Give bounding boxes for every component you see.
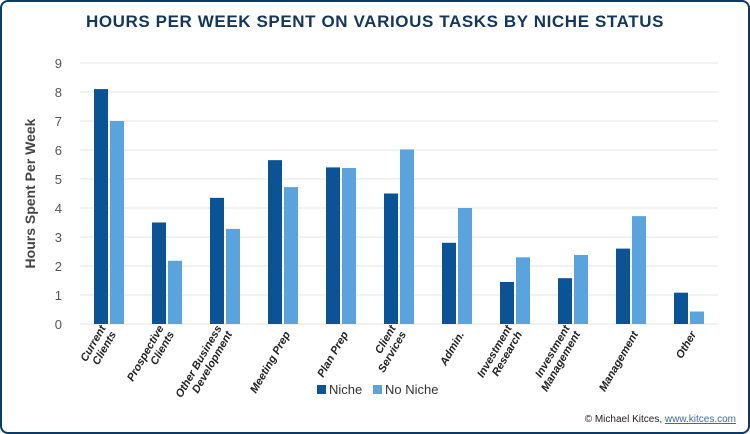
bar-no-niche bbox=[342, 167, 356, 324]
bar-no-niche bbox=[284, 187, 298, 324]
y-tick-label: 1 bbox=[55, 288, 62, 303]
legend-label-niche: Niche bbox=[329, 382, 362, 397]
x-tick-label: Other BusinessDevelopment bbox=[174, 322, 236, 406]
y-tick-label: 6 bbox=[55, 143, 62, 158]
bar-no-niche bbox=[110, 121, 124, 324]
y-tick-label: 2 bbox=[55, 259, 62, 274]
bar-niche bbox=[268, 160, 282, 324]
bar-niche bbox=[94, 89, 108, 324]
bar-niche bbox=[152, 222, 166, 324]
legend-swatch-niche bbox=[317, 385, 326, 394]
credit-line: © Michael Kitces, www.kitces.com bbox=[585, 414, 736, 425]
x-tick-label: Other bbox=[674, 329, 699, 361]
bar-niche bbox=[500, 281, 514, 324]
bar-no-niche bbox=[400, 149, 414, 324]
x-tick-label: InvestmentManagement bbox=[529, 322, 584, 393]
legend-label-no-niche: No Niche bbox=[385, 382, 438, 397]
x-tick-label: Meeting Prep bbox=[248, 329, 293, 395]
y-tick-label: 3 bbox=[55, 230, 62, 245]
x-tick-label: Management bbox=[597, 328, 642, 393]
y-tick-label: 8 bbox=[55, 85, 62, 100]
legend-swatch-no-niche bbox=[373, 385, 382, 394]
y-axis-label: Hours Spent Per Week bbox=[22, 118, 38, 268]
bar-niche bbox=[442, 242, 456, 324]
bar-no-niche bbox=[632, 216, 646, 324]
bar-niche bbox=[384, 193, 398, 324]
x-tick-label: ClientServices bbox=[366, 322, 410, 374]
bar-no-niche bbox=[458, 208, 472, 324]
bar-niche bbox=[326, 167, 340, 324]
bar-no-niche bbox=[574, 254, 588, 324]
bar-niche bbox=[558, 278, 572, 324]
x-tick-label: InvestmentResearch bbox=[475, 322, 525, 385]
chart-title: HOURS PER WEEK SPENT ON VARIOUS TASKS BY… bbox=[85, 12, 665, 31]
bar-no-niche bbox=[516, 257, 530, 324]
x-tick-label: Admin. bbox=[438, 330, 468, 369]
x-tick-label: ProspectiveClients bbox=[125, 324, 177, 390]
credit-link[interactable]: www.kitces.com bbox=[664, 414, 736, 425]
x-tick-label: Plan Prep bbox=[315, 329, 351, 379]
bar-no-niche bbox=[168, 260, 182, 324]
bar-no-niche bbox=[690, 311, 704, 324]
y-tick-label: 5 bbox=[55, 172, 62, 187]
bar-niche bbox=[674, 292, 688, 324]
credit-prefix: © Michael Kitces, bbox=[584, 414, 665, 425]
y-tick-label: 4 bbox=[55, 201, 62, 216]
y-tick-label: 9 bbox=[55, 56, 62, 71]
x-tick-label: CurrentClients bbox=[78, 322, 119, 370]
bar-niche bbox=[616, 248, 630, 324]
y-tick-label: 0 bbox=[55, 317, 62, 332]
bar-niche bbox=[210, 197, 224, 324]
y-tick-label: 7 bbox=[55, 114, 62, 129]
bar-no-niche bbox=[226, 228, 240, 324]
